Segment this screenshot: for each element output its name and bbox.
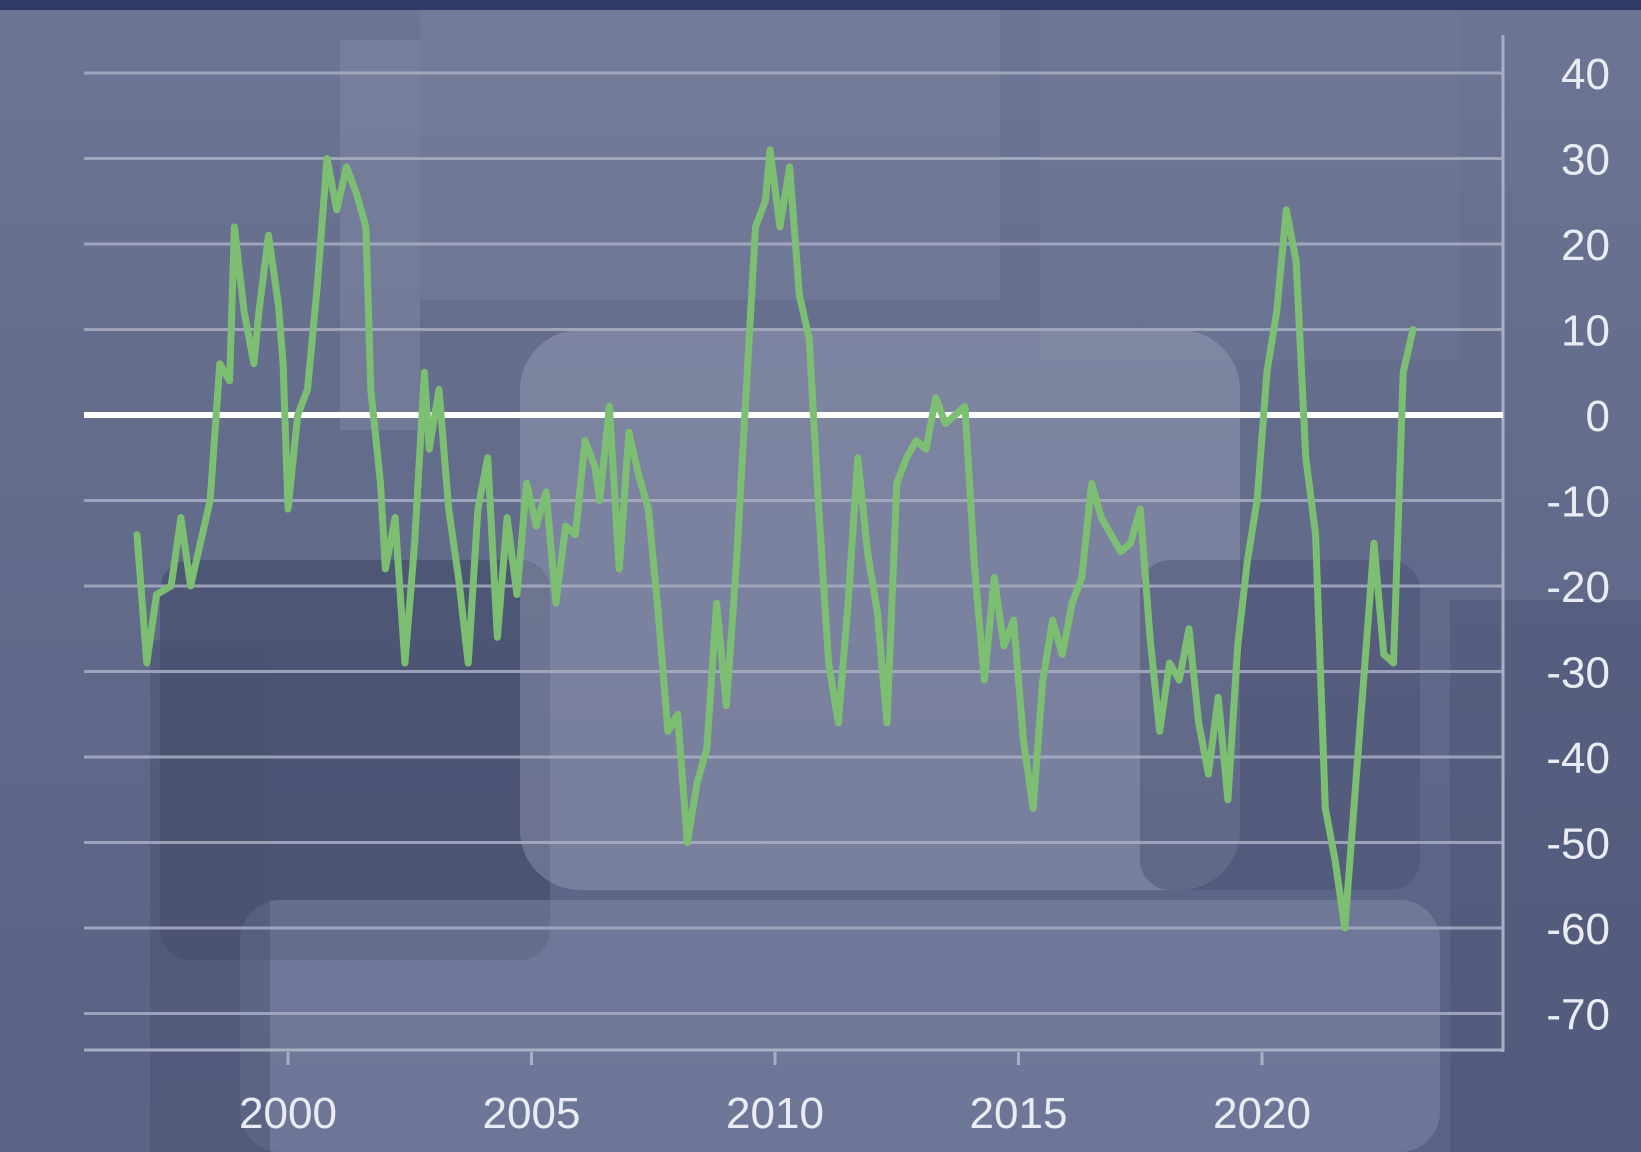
backdrop-cushion-right [1140, 560, 1420, 890]
y-axis-tick-labels: 40 30 20 10 0 -10 -20 -30 -40 -50 -60 -70 [1546, 50, 1610, 1040]
y-tick-label: -60 [1546, 905, 1610, 954]
y-tick-label: -40 [1546, 734, 1610, 783]
data-series [133, 146, 1417, 932]
x-tick-label: 2000 [239, 1089, 337, 1138]
y-tick-label: -10 [1546, 478, 1610, 527]
x-tick-label: 2020 [1213, 1089, 1311, 1138]
y-tick-label: 0 [1586, 392, 1610, 441]
y-tick-label: -20 [1546, 563, 1610, 612]
y-tick-label: 20 [1561, 221, 1610, 270]
x-tick-label: 2005 [483, 1089, 581, 1138]
y-tick-label: 10 [1561, 307, 1610, 356]
x-tick-label: 2010 [726, 1089, 824, 1138]
y-tick-label: 40 [1561, 50, 1610, 99]
x-tick-label: 2015 [970, 1089, 1068, 1138]
series-line [133, 146, 1417, 932]
backdrop-window-left [340, 40, 420, 430]
backdrop-sofa-arm-right [1450, 600, 1641, 1152]
y-tick-label: -30 [1546, 649, 1610, 698]
y-tick-label: -50 [1546, 820, 1610, 869]
backdrop-sofa-arm-left [150, 640, 270, 1152]
x-axis-tick-labels: 2000 2005 2010 2015 2020 [239, 1089, 1311, 1138]
y-tick-label: 30 [1561, 136, 1610, 185]
backdrop-window-frame [420, 0, 1000, 300]
backdrop-bookshelf [1040, 0, 1460, 360]
y-tick-label: -70 [1546, 991, 1610, 1040]
backdrop-top-frame [0, 0, 1641, 10]
backdrop-sofa-seat [240, 900, 1440, 1152]
